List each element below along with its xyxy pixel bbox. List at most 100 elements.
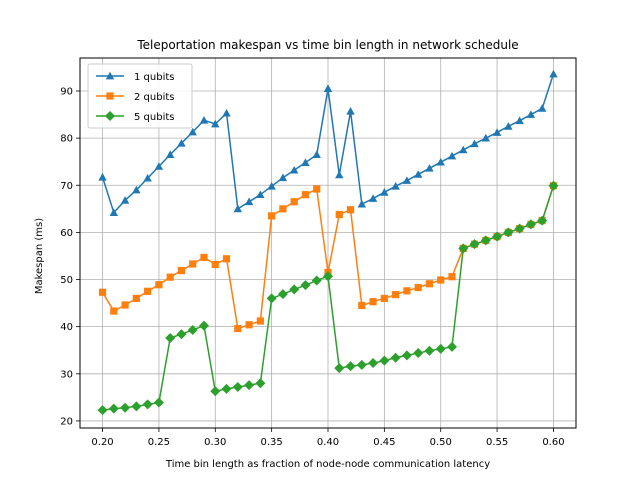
data-point <box>390 352 401 363</box>
data-point <box>256 190 265 199</box>
data-point <box>211 260 219 269</box>
data-point <box>492 128 502 136</box>
data-point <box>346 206 355 214</box>
series-1-qubits <box>98 69 558 216</box>
legend-marker <box>106 92 114 100</box>
data-point <box>188 127 197 136</box>
legend-label: 2 qubits <box>134 92 174 103</box>
series-5-qubits <box>97 180 559 416</box>
data-point <box>199 116 209 124</box>
legend: 1 qubits 2 qubits 5 qubits <box>87 63 193 129</box>
data-point <box>447 151 457 160</box>
legend-marker <box>105 111 115 121</box>
data-point <box>200 253 208 261</box>
x-tick-label: 0.55 <box>486 437 508 448</box>
y-tick-label: 80 <box>60 134 73 145</box>
data-point <box>368 194 378 202</box>
data-point <box>290 198 298 206</box>
data-point <box>166 273 174 281</box>
legend-box <box>87 63 193 129</box>
data-point <box>425 164 434 172</box>
data-point <box>492 231 503 242</box>
data-point <box>323 84 333 92</box>
data-point <box>289 284 300 295</box>
data-point <box>165 150 175 158</box>
data-point <box>368 357 379 368</box>
y-tick-label: 60 <box>60 228 73 239</box>
data-point <box>470 139 479 148</box>
data-point <box>222 255 231 263</box>
data-point <box>109 208 119 216</box>
data-point <box>357 199 367 208</box>
data-point <box>268 212 276 220</box>
series-group <box>97 69 559 416</box>
data-point <box>120 196 130 204</box>
data-point <box>504 122 513 130</box>
data-point <box>413 348 424 359</box>
data-point <box>503 227 514 238</box>
data-point <box>131 401 142 412</box>
x-tick-label: 0.40 <box>317 437 339 448</box>
data-point <box>323 271 333 282</box>
data-point <box>155 281 163 289</box>
x-tick-label: 0.50 <box>430 437 452 448</box>
data-point <box>435 343 446 354</box>
y-tick-label: 70 <box>60 181 73 192</box>
data-point <box>279 205 287 213</box>
legend-item: 5 qubits <box>96 111 174 123</box>
data-point <box>255 378 266 389</box>
chart-title: Teleportation makespan vs time bin lengt… <box>136 38 518 52</box>
legend-label: 1 qubits <box>134 72 174 83</box>
data-point <box>108 403 119 414</box>
y-tick-label: 30 <box>60 369 73 380</box>
data-point <box>210 386 221 397</box>
data-point <box>380 188 389 196</box>
data-point <box>278 173 288 182</box>
y-tick-label: 50 <box>60 275 73 286</box>
data-point <box>142 399 153 410</box>
data-point <box>481 133 491 142</box>
data-point <box>346 107 355 115</box>
x-tick-label: 0.25 <box>148 437 170 448</box>
data-point <box>437 276 445 284</box>
data-point <box>413 170 423 178</box>
data-point <box>549 69 558 78</box>
data-point <box>232 381 243 392</box>
data-point <box>289 165 299 174</box>
data-point <box>358 301 366 310</box>
data-point <box>369 298 377 306</box>
data-point <box>514 223 525 234</box>
data-point <box>525 219 536 230</box>
data-point <box>177 266 186 275</box>
data-point <box>176 329 187 340</box>
legend-label: 5 qubits <box>134 112 174 123</box>
axis-ticks: 0.20 0.25 0.30 0.35 0.40 0.45 0.50 0.55 0.60 20 30… <box>60 86 564 448</box>
data-point <box>266 293 277 304</box>
data-point <box>153 397 164 408</box>
data-point <box>526 110 536 118</box>
data-point <box>277 289 288 300</box>
data-point <box>132 185 141 194</box>
x-tick-label: 0.20 <box>91 437 113 448</box>
data-point <box>537 104 547 112</box>
data-point <box>154 162 164 170</box>
data-point <box>380 294 388 302</box>
data-point <box>199 320 209 331</box>
data-point <box>189 260 197 268</box>
legend-item: 2 qubits <box>96 92 174 103</box>
data-point <box>98 173 107 181</box>
x-axis-label: Time bin length as fraction of node-node… <box>165 459 490 470</box>
data-point <box>311 275 322 286</box>
data-point <box>256 317 264 325</box>
data-point <box>300 280 311 291</box>
data-point <box>403 287 411 295</box>
data-point <box>335 170 344 179</box>
x-tick-label: 0.45 <box>373 437 395 448</box>
data-point <box>402 176 412 184</box>
data-point <box>301 191 310 199</box>
data-point <box>132 294 140 302</box>
data-point <box>436 157 445 166</box>
data-point <box>448 273 456 281</box>
data-point <box>480 235 491 246</box>
